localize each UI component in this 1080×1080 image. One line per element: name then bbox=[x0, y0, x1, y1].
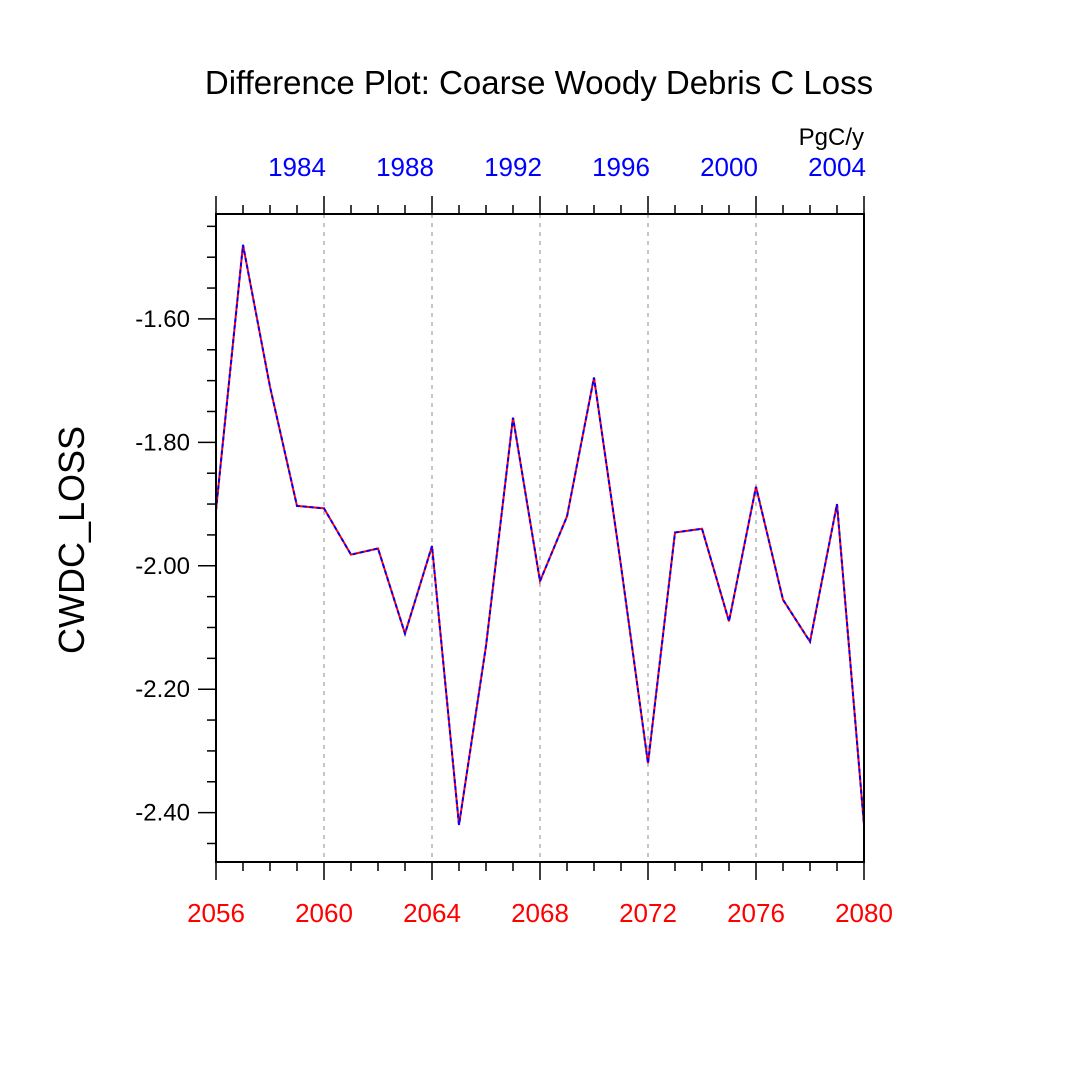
x-bottom-tick-label: 2076 bbox=[727, 898, 785, 928]
series-line-blue bbox=[216, 244, 864, 826]
x-bottom-tick-label: 2072 bbox=[619, 898, 677, 928]
x-bottom-tick-label: 2064 bbox=[403, 898, 461, 928]
plot-frame bbox=[215, 213, 865, 863]
x-bottom-tick-label: 2060 bbox=[295, 898, 353, 928]
axes: 2056 2060 2064 2068 2072 2076 2080 1984 1988 1992… bbox=[135, 152, 893, 928]
y-tick-label: -2.40 bbox=[135, 800, 190, 827]
x-top-tick-label: 2004 bbox=[808, 152, 866, 182]
y-tick-label: -2.20 bbox=[135, 676, 190, 703]
x-bottom-tick-label: 2056 bbox=[187, 898, 245, 928]
x-top-tick-label: 1988 bbox=[376, 152, 434, 182]
x-top-tick-label: 2000 bbox=[700, 152, 758, 182]
series-group bbox=[216, 244, 864, 826]
chart-title: Difference Plot: Coarse Woody Debris C L… bbox=[205, 64, 873, 101]
units-label: PgC/y bbox=[799, 124, 864, 151]
y-tick-label: -2.00 bbox=[135, 553, 190, 580]
x-top-tick-label: 1992 bbox=[484, 152, 542, 182]
grid-lines bbox=[323, 214, 757, 862]
y-tick-label: -1.60 bbox=[135, 306, 190, 333]
y-axis-label: CWDC_LOSS bbox=[51, 426, 92, 654]
x-top-tick-label: 1996 bbox=[592, 152, 650, 182]
x-top-tick-label: 1984 bbox=[268, 152, 326, 182]
x-bottom-tick-label: 2068 bbox=[511, 898, 569, 928]
y-tick-label: -1.80 bbox=[135, 429, 190, 456]
x-bottom-tick-label: 2080 bbox=[835, 898, 893, 928]
